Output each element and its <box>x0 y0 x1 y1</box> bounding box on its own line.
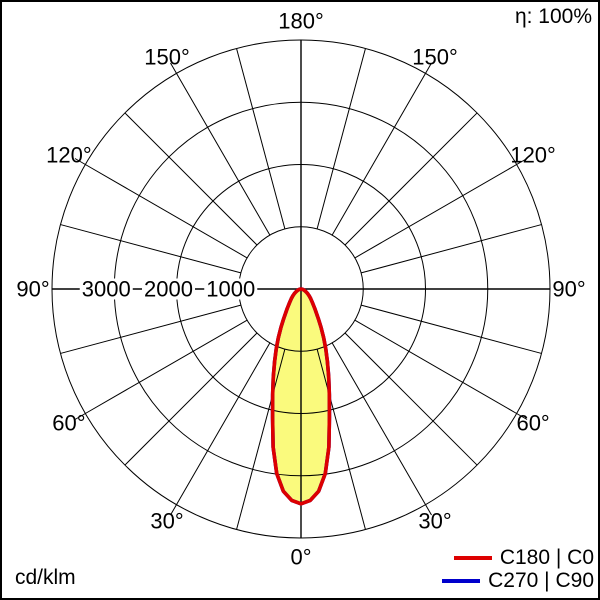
ring-label-bg <box>79 278 133 300</box>
angle-tick <box>170 62 177 74</box>
angle-label-120: 120° <box>510 143 556 168</box>
grid-spoke <box>354 319 517 414</box>
ring-label: 3000 <box>82 277 131 302</box>
grid-spoke <box>236 48 286 229</box>
grid-spoke <box>236 349 286 530</box>
grid-spoke <box>176 73 271 236</box>
grid-spoke <box>176 342 271 505</box>
grid-spoke <box>331 342 426 505</box>
angle-label-150: 150° <box>412 44 458 69</box>
grid-spoke <box>124 332 258 466</box>
grid-spoke <box>60 304 241 354</box>
angle-tick <box>74 413 86 420</box>
angle-label-120: 120° <box>46 143 92 168</box>
curve-c180-c0 <box>270 287 332 506</box>
legend-item-c270-c90: C270 | C90 <box>442 569 594 592</box>
legend-item-c180-c0: C180 | C0 <box>453 546 594 569</box>
unit-label: cd/klm <box>15 566 76 589</box>
grid-spoke <box>344 332 478 466</box>
grid-spoke <box>331 73 426 236</box>
grid-spoke <box>316 48 366 229</box>
angle-tick <box>170 504 177 516</box>
grid-spoke <box>316 349 366 530</box>
angle-label-150: 150° <box>144 44 190 69</box>
angle-tick <box>516 413 528 420</box>
angle-tick <box>425 62 432 74</box>
legend-line-blue-icon <box>442 578 481 583</box>
grid-spoke <box>85 164 248 259</box>
grid-spoke <box>85 319 248 414</box>
angle-label-60: 60° <box>516 411 549 436</box>
legend: C180 | C0 C270 | C90 <box>442 546 594 592</box>
angle-label-90: 90° <box>552 277 585 302</box>
angle-label-30: 30° <box>418 509 451 534</box>
grid-spoke <box>60 224 241 274</box>
angle-label-90: 90° <box>16 277 49 302</box>
grid-spoke <box>124 112 258 246</box>
angle-label-180: 180° <box>278 9 324 34</box>
legend-label-c180-c0: C180 | C0 <box>499 546 594 569</box>
grid-spoke <box>361 304 542 354</box>
angle-label-60: 60° <box>52 411 85 436</box>
grid-spoke <box>361 224 542 274</box>
ring-label: 2000 <box>144 277 193 302</box>
angle-tick <box>516 158 528 165</box>
angle-label-30: 30° <box>150 509 183 534</box>
ring-label-bg <box>204 278 258 300</box>
angle-labels: 0° 30° 30° 60° 60° 90° 90° 120° 120° 150° 150° 180° <box>16 9 585 570</box>
legend-label-c270-c90: C270 | C90 <box>488 569 594 592</box>
efficiency-label: η: 100% <box>514 5 592 28</box>
angle-tick <box>74 158 86 165</box>
ring-labels: 1000 2000 3000 <box>79 277 258 302</box>
grid-spoke <box>354 164 517 259</box>
angle-tick <box>425 504 432 516</box>
angle-label-0: 0° <box>290 545 311 570</box>
ring-label-bg <box>142 278 195 300</box>
legend-line-red-icon <box>453 555 492 560</box>
grid-spoke <box>344 112 478 246</box>
ring-label: 1000 <box>206 277 255 302</box>
